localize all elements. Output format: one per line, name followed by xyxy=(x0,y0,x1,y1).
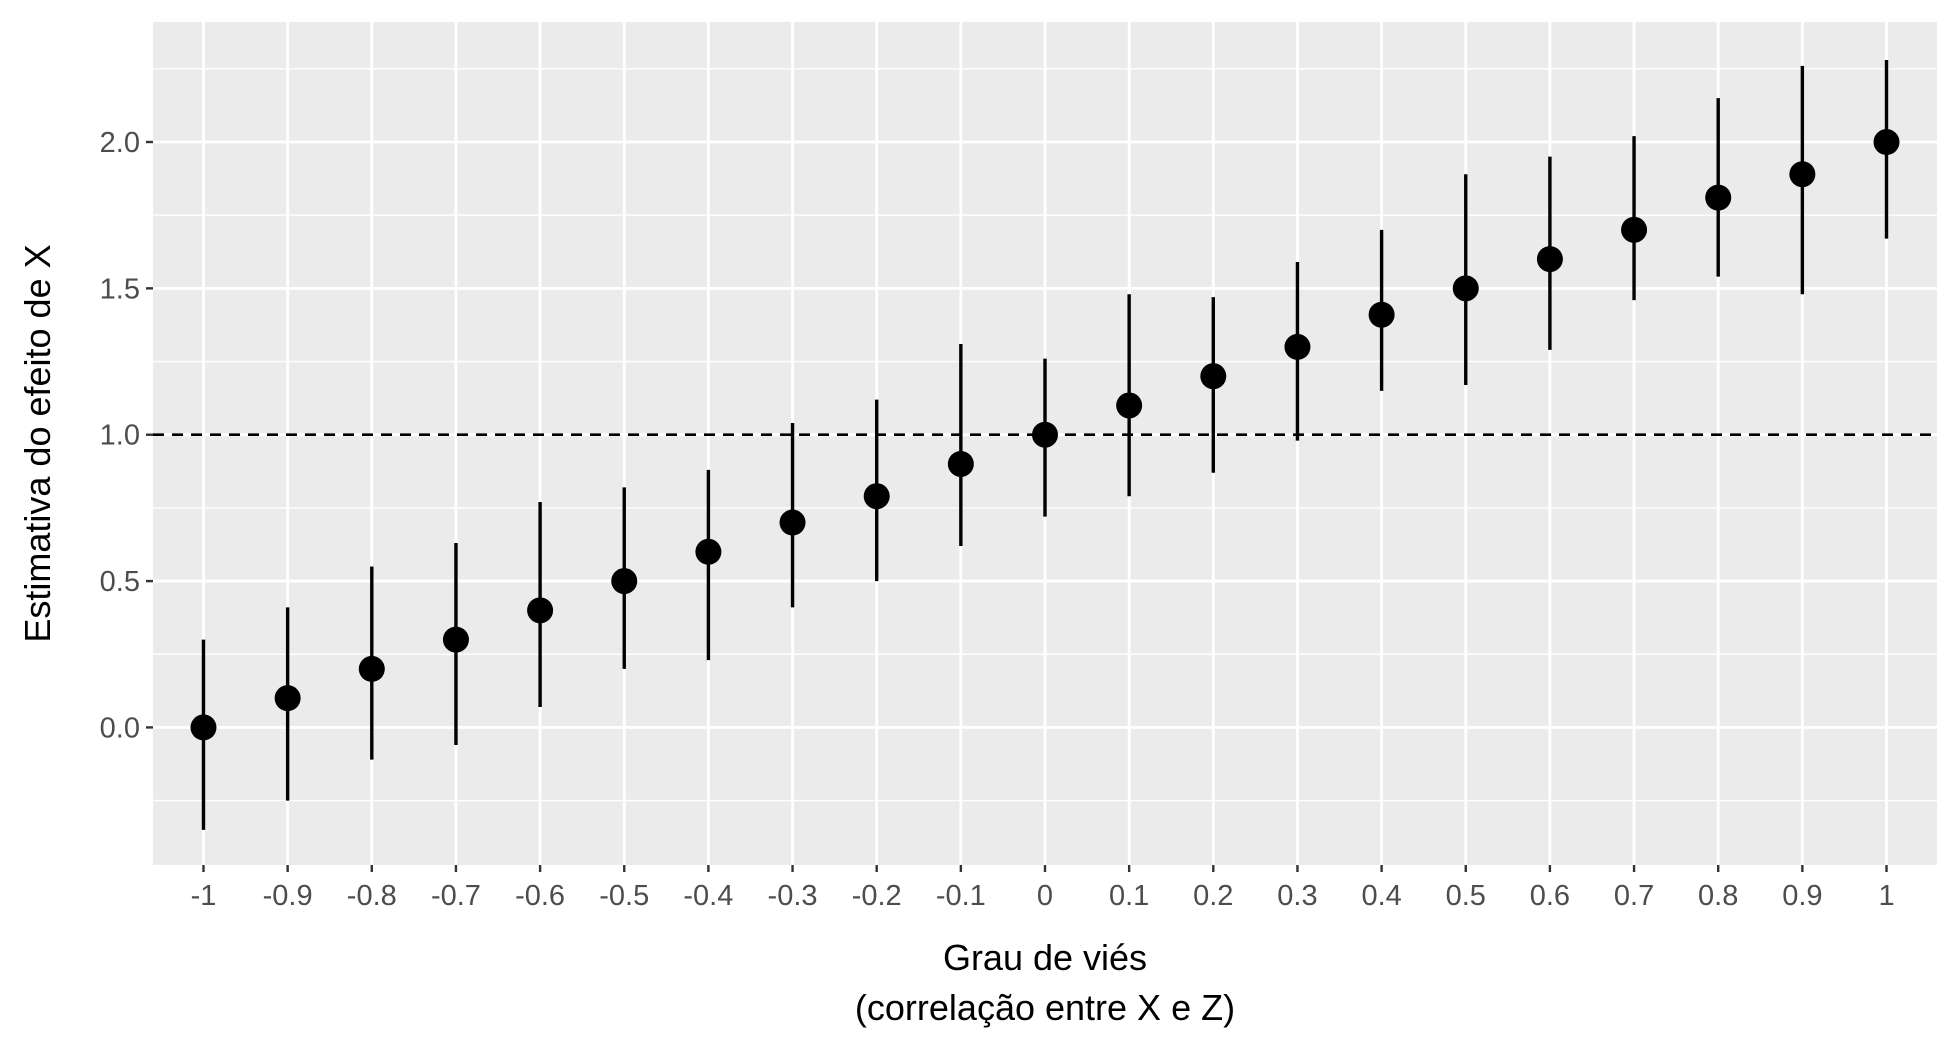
y-tick-label: 1.0 xyxy=(100,420,140,452)
x-axis-subtitle: (correlação entre X e Z) xyxy=(855,987,1235,1028)
estimate-point xyxy=(442,626,469,653)
x-tick-label: 0.5 xyxy=(1446,880,1486,912)
estimate-point xyxy=(1873,129,1900,156)
estimate-point xyxy=(1621,216,1648,243)
y-tick-label: 0.5 xyxy=(100,566,140,598)
estimate-point xyxy=(1705,184,1732,211)
x-tick-label: -0.2 xyxy=(852,880,902,912)
estimate-point xyxy=(1032,421,1058,448)
estimate-point xyxy=(1789,161,1816,188)
estimate-point xyxy=(1200,363,1227,390)
estimate-point xyxy=(1116,392,1143,419)
x-axis-ticks: -1 -0.9 -0.8 -0.7 -0.6 -0.5 -0.4 -0.3 -0.2 -0.1 0 0… xyxy=(191,865,1895,912)
estimate-point xyxy=(1452,275,1479,302)
x-axis-title: Grau de viés xyxy=(943,937,1147,978)
y-tick-label: 1.5 xyxy=(100,273,140,305)
estimate-point xyxy=(1536,246,1563,273)
x-tick-label: 0.4 xyxy=(1361,880,1401,912)
x-tick-label: -0.7 xyxy=(431,880,481,912)
estimate-point xyxy=(779,509,806,536)
estimate-point xyxy=(863,483,890,510)
estimate-point xyxy=(611,568,638,595)
x-tick-label: 0.2 xyxy=(1193,880,1233,912)
y-tick-label: 0.0 xyxy=(100,712,140,744)
y-axis-ticks: 0.0 0.5 1.0 1.5 2.0 xyxy=(100,127,153,744)
x-tick-label: 1 xyxy=(1878,880,1894,912)
x-tick-label: 0.8 xyxy=(1698,880,1738,912)
x-tick-label: -0.3 xyxy=(768,880,818,912)
x-tick-label: 0.9 xyxy=(1782,880,1822,912)
x-tick-label: -0.5 xyxy=(599,880,649,912)
x-tick-label: 0 xyxy=(1037,880,1053,912)
estimate-point xyxy=(947,450,974,477)
estimate-point xyxy=(190,714,217,741)
x-tick-label: -0.8 xyxy=(347,880,397,912)
x-tick-label: 0.3 xyxy=(1277,880,1317,912)
x-tick-label: -1 xyxy=(191,880,217,912)
estimate-point xyxy=(274,685,301,712)
x-tick-label: 0.7 xyxy=(1614,880,1654,912)
estimate-point xyxy=(527,597,554,624)
x-tick-label: -0.4 xyxy=(683,880,733,912)
x-tick-label: 0.6 xyxy=(1530,880,1570,912)
estimate-point xyxy=(1368,301,1395,328)
y-tick-label: 2.0 xyxy=(100,127,140,159)
y-axis-title: Estimativa do efeito de X xyxy=(17,244,58,642)
x-tick-label: -0.6 xyxy=(515,880,565,912)
estimate-point xyxy=(695,538,722,565)
x-tick-label: -0.9 xyxy=(263,880,313,912)
x-tick-label: -0.1 xyxy=(936,880,986,912)
estimate-points xyxy=(190,129,1900,741)
x-tick-label: 0.1 xyxy=(1109,880,1149,912)
estimate-point xyxy=(1284,333,1311,360)
estimate-point xyxy=(358,655,385,682)
